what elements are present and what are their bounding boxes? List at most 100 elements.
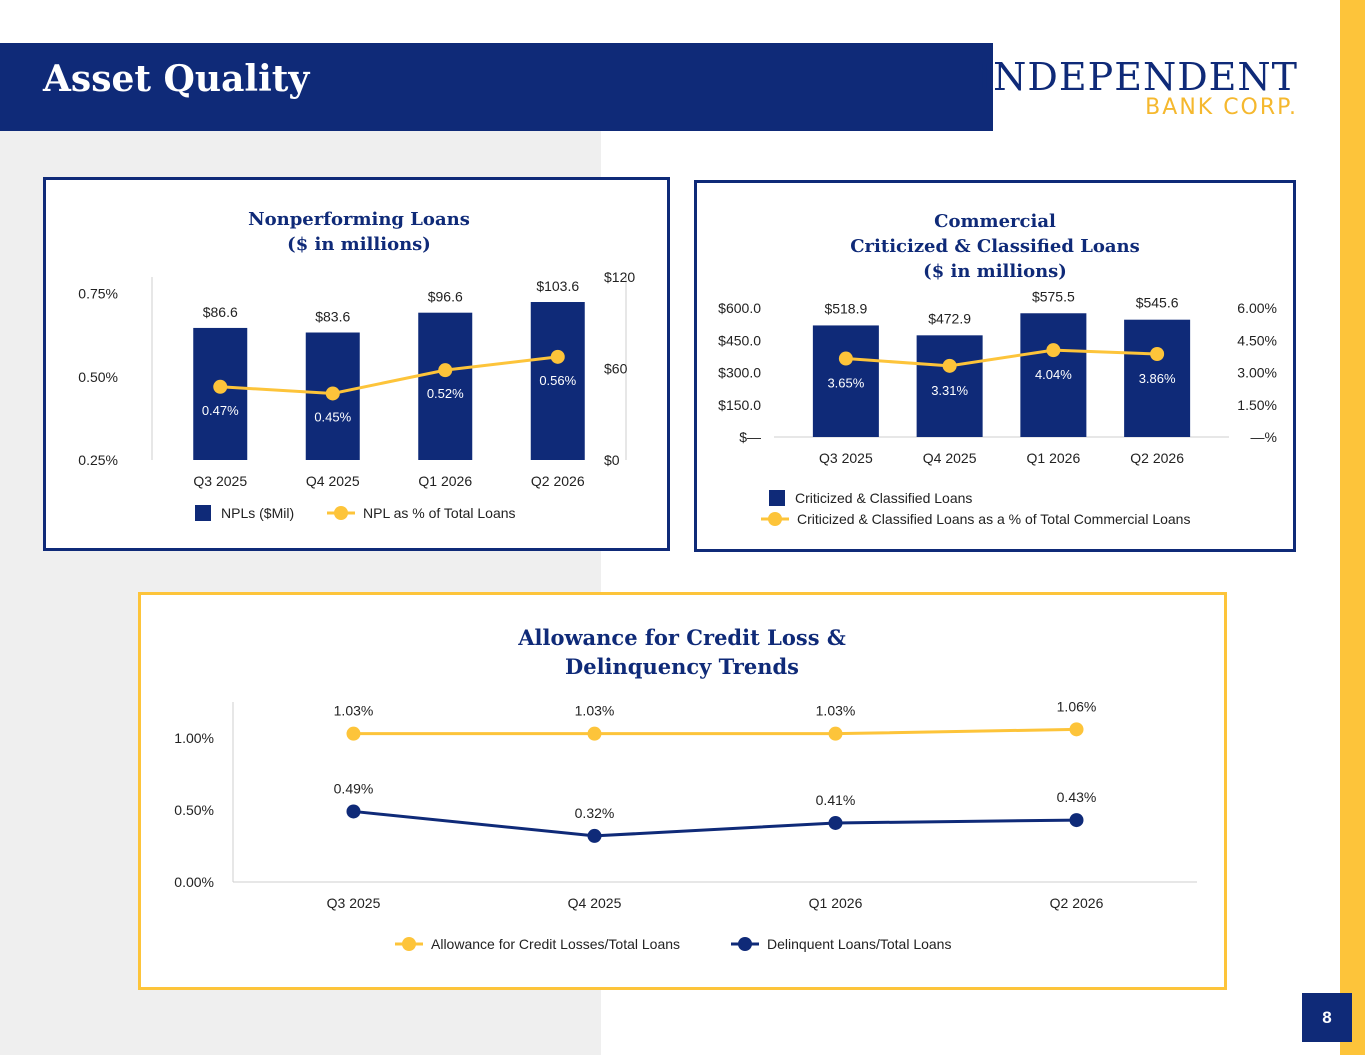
npl-pct-point <box>325 386 340 401</box>
left-axis-tick-label: $— <box>739 429 761 445</box>
npl-pct-line <box>220 355 558 395</box>
x-axis-tick-label: Q4 2025 <box>568 895 622 911</box>
legend-npl-bars-swatch <box>195 505 211 521</box>
criticized-pct-point <box>942 358 957 373</box>
npl-chart-panel: Nonperforming Loans ($ in millions) 0.25% 0… <box>43 177 670 551</box>
y-axis-tick-label: 0.50% <box>174 802 214 818</box>
legend-delinquency-marker <box>738 937 752 951</box>
line-data-label: 3.31% <box>931 383 968 398</box>
chart-title: Criticized & Classified Loans <box>850 236 1140 257</box>
data-label: 0.41% <box>816 792 856 808</box>
right-axis-tick-label: 3.00% <box>1237 365 1277 381</box>
line-data-label: 0.45% <box>314 409 351 424</box>
criticized-loans-chart: Commercial Criticized & Classified Loans (… <box>718 211 1277 527</box>
criticized-loans-chart-panel: Commercial Criticized & Classified Loans (… <box>694 180 1296 552</box>
criticized-loans-bar <box>916 335 983 437</box>
delinquency-ratio-point <box>1069 813 1084 828</box>
left-axis-tick-label: $150.0 <box>718 397 761 413</box>
criticized-loans-bar <box>1020 313 1087 437</box>
npl-pct-point <box>438 363 453 378</box>
criticized-loans-bar <box>1124 319 1191 437</box>
title-bar <box>0 43 993 131</box>
legend-criticized-pct-label: Criticized & Classified Loans as a % of … <box>797 511 1190 527</box>
left-axis-tick-label: $600.0 <box>718 300 761 316</box>
line-data-label: 4.04% <box>1035 367 1072 382</box>
x-axis-tick-label: Q2 2026 <box>531 473 585 489</box>
delinquency-ratio-point <box>828 815 843 830</box>
chart-title: Nonperforming Loans <box>248 209 470 230</box>
legend-npl-pct-label: NPL as % of Total Loans <box>363 505 516 521</box>
allowance-ratio-point <box>1069 722 1084 737</box>
criticized-pct-point <box>1150 347 1165 362</box>
npl-bar <box>193 327 248 460</box>
chart-title: Allowance for Credit Loss & <box>517 625 846 650</box>
npl-pct-point <box>550 349 565 364</box>
data-label: 1.03% <box>575 703 615 719</box>
legend-criticized-bars-swatch <box>769 490 785 506</box>
x-axis-tick-label: Q3 2025 <box>193 473 247 489</box>
right-accent-stripe <box>1340 0 1365 1055</box>
chart-title: ($ in millions) <box>287 234 431 255</box>
page-title: Asset Quality <box>43 58 310 100</box>
left-axis-tick-label: 0.50% <box>78 369 118 385</box>
right-axis-tick-label: $60 <box>604 361 628 377</box>
bar-data-label: $86.6 <box>203 304 238 320</box>
delinquency-ratio-line <box>353 809 1077 838</box>
line-data-label: 3.65% <box>827 376 864 391</box>
chart-title: Commercial <box>934 211 1056 232</box>
logo-wordmark: INDEPENDENT <box>977 55 1298 99</box>
allowance-delinquency-chart-panel: Allowance for Credit Loss & Delinquency T… <box>138 592 1227 990</box>
legend-allowance-marker <box>402 937 416 951</box>
criticized-pct-point <box>1046 343 1061 358</box>
allowance-ratio-point <box>587 726 602 741</box>
right-axis-tick-label: 6.00% <box>1237 300 1277 316</box>
data-label: 0.32% <box>575 805 615 821</box>
bar-data-label: $545.6 <box>1136 295 1179 311</box>
legend-npl-bars-label: NPLs ($Mil) <box>221 505 294 521</box>
bar-data-label: $575.5 <box>1032 288 1075 304</box>
y-axis-tick-label: 1.00% <box>174 730 214 746</box>
data-label: 0.43% <box>1057 789 1097 805</box>
left-axis-tick-label: $450.0 <box>718 332 761 348</box>
allowance-ratio-point <box>346 726 361 741</box>
npl-bar <box>530 302 585 460</box>
right-axis-tick-label: $120 <box>604 269 635 285</box>
legend-npl-pct-marker <box>334 506 348 520</box>
legend-criticized-bars-label: Criticized & Classified Loans <box>795 490 972 506</box>
npl-chart: Nonperforming Loans ($ in millions) 0.25% 0… <box>78 209 635 521</box>
legend-allowance-label: Allowance for Credit Losses/Total Loans <box>431 936 680 952</box>
logo-subtitle: BANK CORP. <box>1145 95 1298 120</box>
legend-delinquency-label: Delinquent Loans/Total Loans <box>767 936 951 952</box>
line-data-label: 3.86% <box>1139 371 1176 386</box>
x-axis-tick-label: Q2 2026 <box>1130 450 1184 466</box>
right-axis-tick-label: $0 <box>604 452 620 468</box>
right-axis-tick-label: 1.50% <box>1237 397 1277 413</box>
x-axis-tick-label: Q4 2025 <box>306 473 360 489</box>
criticized-pct-line <box>845 348 1158 368</box>
left-axis-tick-label: 0.25% <box>78 452 118 468</box>
data-label: 1.03% <box>816 703 856 719</box>
x-axis-tick-label: Q1 2026 <box>809 895 863 911</box>
allowance-delinquency-chart: Allowance for Credit Loss & Delinquency T… <box>174 625 1197 952</box>
line-data-label: 0.56% <box>539 373 576 388</box>
data-label: 1.03% <box>334 703 374 719</box>
data-label: 0.49% <box>334 780 374 796</box>
line-data-label: 0.47% <box>202 403 239 418</box>
right-axis-tick-label: 4.50% <box>1237 332 1277 348</box>
delinquency-ratio-point <box>587 828 602 843</box>
x-axis-tick-label: Q2 2026 <box>1050 895 1104 911</box>
criticized-pct-point <box>838 351 853 366</box>
chart-title: Delinquency Trends <box>565 654 799 679</box>
allowance-ratio-line <box>353 727 1077 736</box>
npl-pct-point <box>213 379 228 394</box>
bar-data-label: $472.9 <box>928 310 971 326</box>
x-axis-tick-label: Q1 2026 <box>1027 450 1081 466</box>
right-axis-tick-label: —% <box>1251 429 1277 445</box>
x-axis-tick-label: Q3 2025 <box>819 450 873 466</box>
page-number: 8 <box>1302 993 1352 1042</box>
allowance-ratio-point <box>828 726 843 741</box>
bar-data-label: $96.6 <box>428 289 463 305</box>
data-label: 1.06% <box>1057 698 1097 714</box>
chart-title: ($ in millions) <box>923 261 1067 282</box>
criticized-loans-bar <box>812 325 879 437</box>
